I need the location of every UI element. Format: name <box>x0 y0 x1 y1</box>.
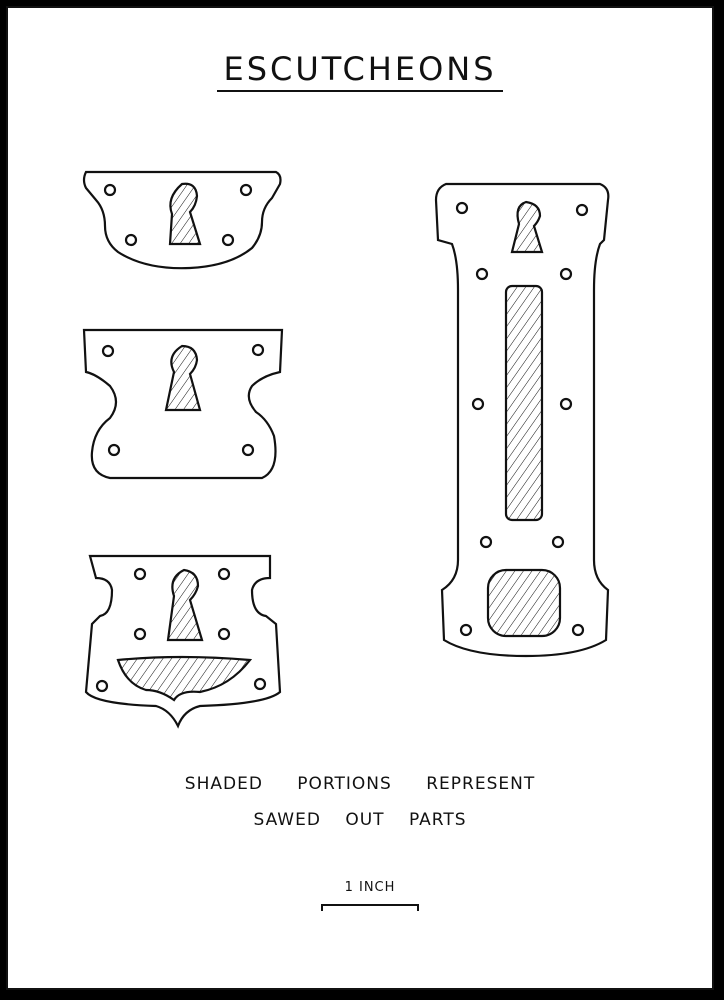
keyhole-2 <box>164 344 202 412</box>
screw-holes-3 <box>95 567 267 693</box>
caption-line-1: SHADED PORTIONS REPRESENT <box>184 774 536 794</box>
keyhole-4 <box>510 200 544 254</box>
escutcheon-2 <box>82 328 284 480</box>
keyhole-3 <box>166 568 204 642</box>
screw-holes-2 <box>101 343 265 457</box>
scale-label: 1 INCH <box>344 880 396 895</box>
title-text: ESCUTCHEONS <box>217 50 503 92</box>
escutcheon-3 <box>84 554 282 729</box>
screw-holes-4 <box>455 201 589 637</box>
escutcheon-1 <box>82 170 282 270</box>
keyhole-1 <box>168 182 202 246</box>
caption-line-2: SAWED OUT PARTS <box>253 810 467 830</box>
crescent-cutout <box>116 655 253 702</box>
escutcheon-4 <box>434 182 610 658</box>
square-cutout <box>486 568 562 638</box>
drawing-sheet: ESCUTCHEONS SHADED PORTIONS REPRESENT SA… <box>6 6 714 990</box>
slot-cutout <box>504 284 544 522</box>
scale-bar <box>321 904 419 911</box>
screw-holes-1 <box>103 183 253 247</box>
page-title: ESCUTCHEONS <box>8 50 712 92</box>
